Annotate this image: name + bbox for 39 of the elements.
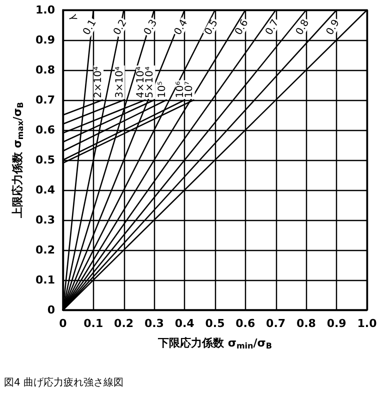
- x-tick-label: 0.6: [236, 317, 256, 330]
- text: 0.2: [112, 18, 130, 38]
- x-tick-label: 0.7: [266, 317, 286, 330]
- text: 0.3: [142, 18, 160, 38]
- text: 0.8: [294, 18, 312, 38]
- y-tick-label: 1.0: [36, 4, 56, 16]
- text: 0.5: [202, 18, 220, 38]
- text: 10⁷: [184, 81, 196, 98]
- y-tick-label: 0.7: [36, 94, 55, 106]
- text: 0.4: [172, 18, 190, 38]
- x-tick-label: 0.8: [296, 317, 316, 330]
- x-tick-label: 0.2: [114, 317, 134, 330]
- text: 0.6: [233, 18, 251, 38]
- y-tick-label: 0: [47, 304, 56, 316]
- x-tick-label: 1.0: [357, 317, 378, 330]
- x-tick-label: 0.3: [144, 317, 164, 330]
- y-tick-label: 0.9: [36, 34, 55, 46]
- y-tick-label: 0.1: [36, 274, 55, 286]
- text: 0.7: [264, 18, 282, 38]
- text: 0.9: [324, 18, 342, 38]
- y-tick-label: 0.6: [36, 124, 56, 136]
- x-tick-label: 0.4: [174, 317, 195, 330]
- text: 2×10⁴: [93, 66, 104, 98]
- text: 5×10⁴: [144, 66, 156, 98]
- y-tick-label: 0.3: [36, 214, 55, 226]
- text: 10⁵: [156, 81, 168, 98]
- y-axis-title: 上限応力係数 σmax/σB: [11, 102, 26, 219]
- x-tick-label: 0.5: [205, 317, 225, 330]
- y-tick-label: 0.5: [36, 154, 55, 166]
- annotation: γ: [68, 12, 80, 22]
- y-tick-label: 0.2: [36, 244, 55, 256]
- caption: 図4 曲げ応力疲れ強さ線図: [4, 376, 124, 388]
- x-tick-label: 0.9: [326, 317, 346, 330]
- text: 0.1: [81, 18, 99, 38]
- text: 3×10⁴: [114, 66, 126, 98]
- y-tick-label: 0.4: [36, 184, 56, 196]
- x-tick-label: 0.1: [84, 317, 104, 330]
- x-tick-label: 0: [59, 317, 68, 330]
- y-tick-label: 0.8: [36, 64, 55, 76]
